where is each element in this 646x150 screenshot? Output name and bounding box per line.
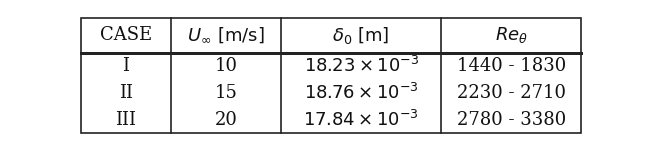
Text: 15: 15 [214,84,237,102]
Text: $18.76 \times 10^{-3}$: $18.76 \times 10^{-3}$ [304,83,419,103]
Text: 1440 - 1830: 1440 - 1830 [457,57,566,75]
Text: 2780 - 3380: 2780 - 3380 [457,111,566,129]
Text: II: II [119,84,133,102]
Text: III: III [115,111,136,129]
Text: I: I [122,57,129,75]
Text: $18.23 \times 10^{-3}$: $18.23 \times 10^{-3}$ [304,56,419,76]
Text: $\delta_0\ \mathrm{[m]}$: $\delta_0\ \mathrm{[m]}$ [333,25,390,46]
Text: 2230 - 2710: 2230 - 2710 [457,84,566,102]
Text: $17.84 \times 10^{-3}$: $17.84 \times 10^{-3}$ [303,110,419,130]
Text: 10: 10 [214,57,238,75]
Text: CASE: CASE [99,26,152,44]
Text: $U_{\infty}\ \mathrm{[m/s]}$: $U_{\infty}\ \mathrm{[m/s]}$ [187,26,265,45]
Text: 20: 20 [214,111,237,129]
Text: $Re_{\theta}$: $Re_{\theta}$ [495,25,528,45]
